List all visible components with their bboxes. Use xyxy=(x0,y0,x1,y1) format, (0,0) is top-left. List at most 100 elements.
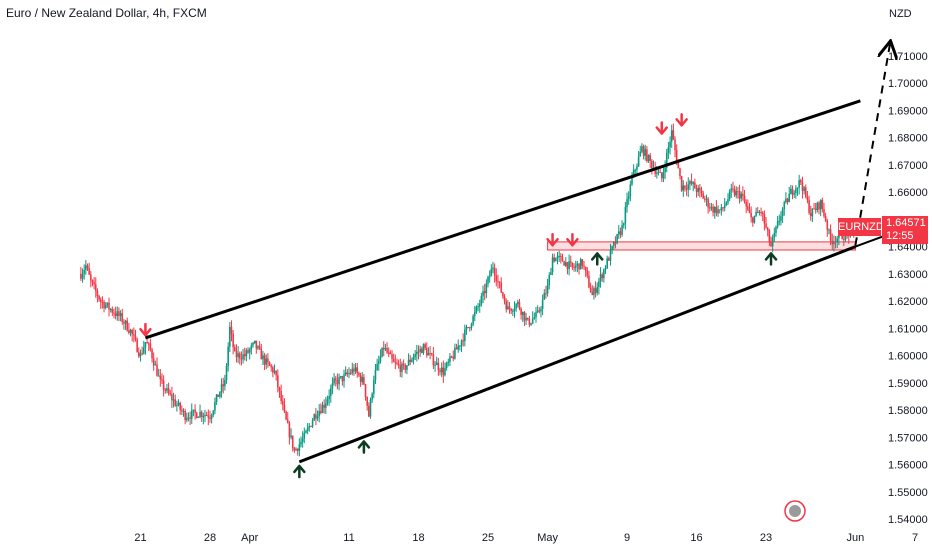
candle-body xyxy=(233,347,236,352)
candle-body xyxy=(283,404,286,412)
candle-body xyxy=(765,223,767,228)
candle xyxy=(604,265,607,275)
candle xyxy=(710,202,713,211)
candle-body xyxy=(727,199,729,203)
candle-body xyxy=(440,367,443,373)
candle xyxy=(181,405,183,415)
candle-body xyxy=(195,412,198,418)
candle-body xyxy=(669,141,671,148)
candle-body xyxy=(452,356,455,359)
candle xyxy=(99,297,102,309)
candle-body xyxy=(257,346,259,349)
candle-body xyxy=(553,257,556,262)
candle-body xyxy=(397,363,400,366)
candle xyxy=(356,362,359,378)
candle xyxy=(166,383,168,394)
candle-body xyxy=(167,388,170,394)
candle xyxy=(682,180,685,197)
candle xyxy=(131,328,133,342)
candle xyxy=(144,342,147,355)
candle-body xyxy=(411,359,413,363)
candle-body xyxy=(485,283,488,294)
candle-body xyxy=(584,266,587,271)
candle-body xyxy=(252,342,254,346)
candle-body xyxy=(238,353,241,359)
candle-body xyxy=(422,344,425,354)
candle xyxy=(748,203,751,214)
candle-body xyxy=(164,389,167,391)
candle-body xyxy=(467,326,469,328)
candle xyxy=(142,340,145,355)
candle-body xyxy=(503,296,506,302)
candle-body xyxy=(280,390,282,402)
candle-body xyxy=(197,416,200,418)
currency-label: NZD xyxy=(889,8,912,20)
candle xyxy=(151,347,153,363)
candle-body xyxy=(483,291,486,294)
candle-body xyxy=(500,282,503,293)
candle xyxy=(422,343,425,355)
candle xyxy=(460,339,463,353)
candle xyxy=(788,186,791,203)
candle xyxy=(704,195,706,203)
candle-body xyxy=(583,265,585,267)
candle xyxy=(826,218,829,237)
candle-body xyxy=(364,384,367,398)
candle xyxy=(440,362,443,378)
candle-body xyxy=(737,191,739,193)
candle xyxy=(768,228,771,247)
candle-body xyxy=(574,265,577,268)
candle-body xyxy=(591,292,594,296)
candle-body xyxy=(123,322,125,324)
up-arrow-marker xyxy=(764,252,778,266)
candle-body xyxy=(733,189,736,196)
candle-body xyxy=(368,405,370,417)
candle xyxy=(722,206,724,212)
candle xyxy=(202,412,205,425)
candle-body xyxy=(473,311,476,316)
candle-body xyxy=(328,396,330,400)
candle xyxy=(98,294,100,302)
candle xyxy=(391,350,393,364)
candle xyxy=(796,187,799,196)
candle xyxy=(798,174,800,195)
candle-body xyxy=(243,354,246,357)
candle xyxy=(756,206,759,214)
candle xyxy=(348,367,350,379)
candle xyxy=(209,410,211,423)
candle-body xyxy=(469,327,471,329)
candle-body xyxy=(118,311,120,316)
candle-body xyxy=(339,376,342,378)
candle xyxy=(761,211,764,222)
candle-body xyxy=(199,411,201,417)
candle xyxy=(581,258,584,270)
candle xyxy=(708,203,711,212)
candle-body xyxy=(738,191,741,199)
candle xyxy=(775,225,777,237)
candle-body xyxy=(629,184,632,197)
candle-body xyxy=(647,155,650,162)
candle-body xyxy=(128,330,130,333)
candle-body xyxy=(407,359,410,366)
candle-body xyxy=(124,320,127,324)
candle xyxy=(778,214,781,226)
candle-body xyxy=(344,372,347,375)
candle xyxy=(694,178,696,189)
candle-body xyxy=(766,227,769,231)
candle-body xyxy=(843,238,845,240)
candle xyxy=(483,283,486,301)
candle-body xyxy=(694,182,696,189)
candle-body xyxy=(263,355,266,365)
candle xyxy=(730,183,733,198)
candle-body xyxy=(141,353,143,355)
upper-channel-line xyxy=(144,99,861,340)
candle xyxy=(535,306,537,323)
candle-body xyxy=(187,417,190,419)
candle-body xyxy=(677,162,680,169)
candle-body xyxy=(113,312,115,314)
candle-body xyxy=(551,257,554,273)
x-tick-label: 9 xyxy=(624,532,630,544)
candle xyxy=(612,241,615,250)
candle xyxy=(464,324,466,347)
